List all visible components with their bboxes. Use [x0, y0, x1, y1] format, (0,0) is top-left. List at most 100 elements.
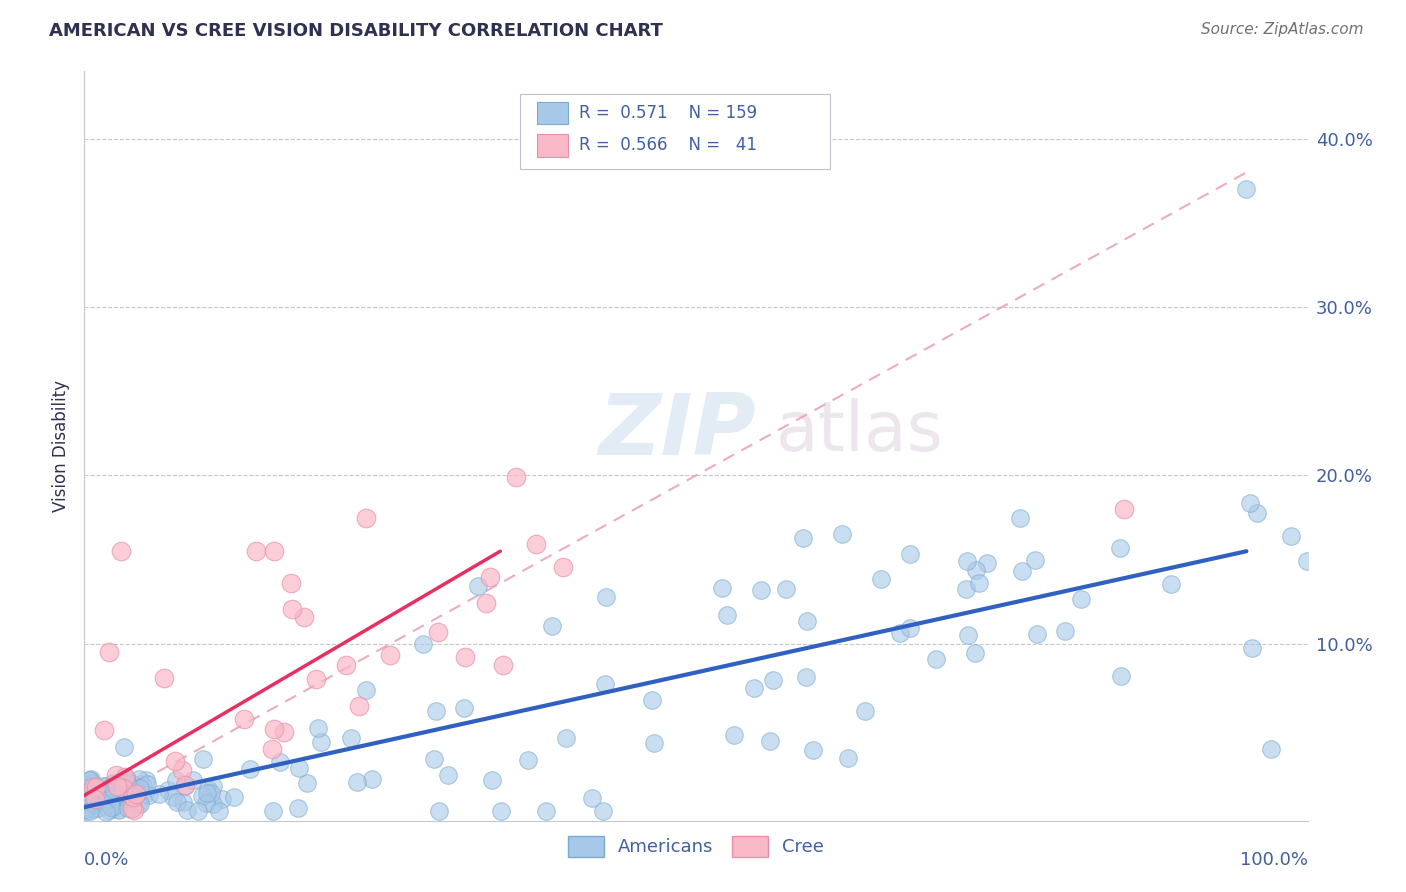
Point: [129, 797, 152, 811]
Point: [202, 797, 225, 812]
Point: [211, 791, 233, 805]
Text: ZIP: ZIP: [598, 390, 756, 473]
Point: [83, 792, 105, 806]
Point: [173, 778, 195, 792]
Point: [956, 554, 979, 568]
Point: [156, 782, 179, 797]
Point: [114, 770, 136, 784]
Point: [170, 764, 193, 778]
Point: [208, 804, 231, 818]
Point: [132, 779, 155, 793]
Point: [115, 776, 138, 790]
Point: [592, 804, 614, 818]
Point: [173, 779, 195, 793]
Point: [280, 576, 302, 591]
Point: [889, 625, 911, 640]
Point: [93, 784, 115, 798]
Point: [200, 786, 222, 800]
Y-axis label: Vision Disability: Vision Disability: [52, 380, 70, 512]
Point: [475, 596, 498, 610]
Point: [794, 670, 817, 684]
Point: [751, 582, 773, 597]
Text: 100.0%: 100.0%: [1240, 851, 1308, 869]
Point: [122, 804, 145, 818]
Point: [222, 789, 245, 804]
Point: [593, 677, 616, 691]
Point: [281, 602, 304, 616]
Point: [82, 780, 104, 795]
Point: [75, 780, 97, 795]
Point: [1246, 506, 1268, 520]
Point: [97, 792, 120, 806]
Text: R =  0.571    N = 159: R = 0.571 N = 159: [579, 104, 758, 122]
Point: [427, 804, 450, 818]
Point: [792, 531, 814, 545]
Point: [101, 801, 124, 815]
Point: [307, 721, 329, 735]
Point: [79, 772, 101, 787]
Point: [801, 743, 824, 757]
Point: [505, 470, 527, 484]
Point: [356, 682, 378, 697]
Point: [262, 804, 284, 818]
Point: [437, 768, 460, 782]
Point: [77, 772, 100, 787]
Point: [479, 570, 502, 584]
Point: [121, 801, 143, 815]
Point: [1160, 577, 1182, 591]
Point: [1241, 641, 1264, 656]
Point: [138, 788, 160, 802]
Point: [129, 783, 152, 797]
Point: [1109, 669, 1132, 683]
Point: [340, 731, 363, 745]
Point: [1008, 510, 1031, 524]
Point: [305, 672, 328, 686]
Point: [360, 772, 382, 787]
Point: [1070, 591, 1092, 606]
Point: [837, 751, 859, 765]
Point: [796, 614, 818, 628]
Point: [166, 795, 188, 809]
Point: [898, 621, 921, 635]
Point: [1053, 624, 1076, 639]
Point: [453, 701, 475, 715]
Point: [75, 804, 97, 818]
Point: [104, 767, 127, 781]
Point: [100, 780, 122, 795]
Point: [581, 791, 603, 805]
Point: [98, 797, 121, 811]
Point: [77, 790, 100, 805]
Point: [97, 645, 120, 659]
Point: [245, 544, 267, 558]
Point: [191, 789, 214, 804]
Point: [86, 796, 108, 810]
Point: [239, 762, 262, 776]
Point: [112, 780, 135, 795]
Point: [1114, 502, 1136, 516]
Point: [263, 544, 285, 558]
Point: [202, 780, 225, 794]
Point: [93, 723, 115, 738]
Point: [492, 657, 515, 672]
Point: [181, 772, 204, 787]
Point: [195, 796, 218, 810]
Point: [103, 781, 125, 796]
Text: 0.0%: 0.0%: [84, 851, 129, 869]
Point: [288, 761, 311, 775]
Point: [98, 803, 121, 817]
Point: [87, 801, 110, 815]
Point: [742, 681, 765, 695]
Point: [104, 799, 127, 814]
Point: [853, 704, 876, 718]
Point: [103, 791, 125, 805]
Point: [898, 547, 921, 561]
Point: [963, 647, 986, 661]
Point: [956, 628, 979, 642]
Point: [716, 608, 738, 623]
Text: Source: ZipAtlas.com: Source: ZipAtlas.com: [1201, 22, 1364, 37]
Point: [423, 752, 446, 766]
Point: [1260, 742, 1282, 756]
Point: [309, 734, 332, 748]
Point: [117, 800, 139, 814]
Point: [831, 526, 853, 541]
